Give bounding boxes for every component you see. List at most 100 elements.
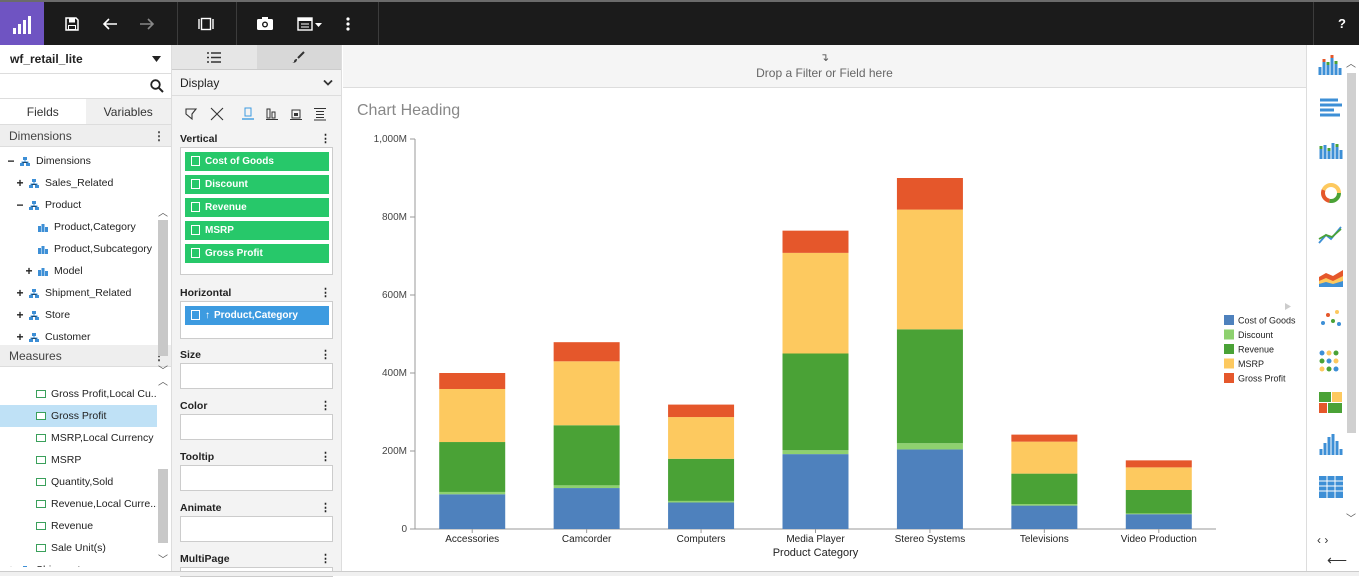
area-chart-icon[interactable]: [1317, 263, 1345, 291]
measure-item[interactable]: Revenue,Local Curre...: [0, 493, 157, 515]
tab-query-icon[interactable]: [172, 45, 257, 69]
tree-node[interactable]: + Store: [15, 304, 70, 326]
dropzone-animate[interactable]: [180, 516, 333, 542]
collapse-icon[interactable]: −: [7, 154, 15, 168]
more-options-icon[interactable]: ⋮: [320, 502, 331, 514]
dropzone-color[interactable]: [180, 414, 333, 440]
bar-segment[interactable]: [896, 329, 963, 444]
bar-segment[interactable]: [1011, 473, 1078, 505]
stack-layout-icon[interactable]: [290, 107, 302, 121]
vertical-dropzone[interactable]: Cost of Goods Discount Revenue MSRP Gross Pr…: [180, 147, 333, 275]
tab-format-brush-icon[interactable]: [256, 45, 341, 69]
tab-variables[interactable]: Variables: [85, 99, 171, 124]
bar-segment[interactable]: [782, 252, 849, 354]
tree-node[interactable]: Product,Category: [24, 216, 136, 238]
redo-icon[interactable]: [130, 2, 164, 45]
bar-segment[interactable]: [1011, 505, 1078, 529]
matrix-chart-icon[interactable]: [1317, 347, 1345, 375]
vertical-field-pill[interactable]: Discount: [185, 175, 329, 194]
preview-icon[interactable]: [189, 2, 223, 45]
bar-segment[interactable]: [1125, 460, 1192, 468]
horizontal-field-pill[interactable]: ↑ Product,Category: [185, 306, 329, 325]
row-layout-icon[interactable]: [314, 107, 326, 121]
bar-segment[interactable]: [896, 449, 963, 529]
dropzone-size[interactable]: [180, 363, 333, 389]
tree-node[interactable]: + Shipment_Related: [15, 282, 131, 304]
tree-node[interactable]: − Dimensions: [6, 150, 90, 172]
help-button[interactable]: ?: [1338, 16, 1346, 31]
dimensions-header[interactable]: Dimensions ⋮: [0, 125, 171, 147]
bar-segment[interactable]: [439, 388, 506, 443]
bar-segment[interactable]: [553, 342, 620, 362]
measure-item[interactable]: Quantity,Sold: [0, 471, 157, 493]
column-layout-icon[interactable]: [266, 107, 278, 121]
tree-node[interactable]: + Sales_Related: [15, 172, 113, 194]
expand-icon[interactable]: +: [16, 176, 24, 190]
filter-dropzone[interactable]: ↴ Drop a Filter or Field here: [343, 45, 1306, 88]
scroll-up-icon[interactable]: ︿: [1346, 59, 1356, 70]
bar-segment[interactable]: [1011, 441, 1078, 474]
layout-menu-icon[interactable]: [290, 2, 330, 45]
expand-icon[interactable]: +: [25, 264, 33, 278]
save-icon[interactable]: [55, 2, 89, 45]
stacked-column-icon[interactable]: [1317, 137, 1345, 165]
more-options-icon[interactable]: ⋮: [320, 451, 331, 463]
vertical-field-pill[interactable]: Revenue: [185, 198, 329, 217]
expand-icon[interactable]: +: [16, 308, 24, 322]
bar-segment[interactable]: [896, 209, 963, 330]
bar-segment[interactable]: [782, 230, 849, 253]
datasource-selector[interactable]: wf_retail_lite: [0, 45, 171, 74]
collapse-arrow-icon[interactable]: ⟵: [1327, 552, 1348, 568]
bar-segment[interactable]: [1125, 490, 1192, 514]
horizontal-dropzone[interactable]: ↑ Product,Category: [180, 301, 333, 339]
bar-segment[interactable]: [439, 373, 506, 389]
dropzone-tooltip[interactable]: [180, 465, 333, 491]
measure-item[interactable]: Sale Unit(s): [0, 537, 157, 559]
bar-segment[interactable]: [668, 458, 735, 501]
line-chart-icon[interactable]: [1317, 221, 1345, 249]
vertical-field-pill[interactable]: Gross Profit: [185, 244, 329, 263]
measure-item[interactable]: Gross Profit,Local Cu...: [0, 383, 157, 405]
app-logo-icon[interactable]: [0, 2, 44, 45]
bar-chart-icon[interactable]: [1317, 95, 1345, 123]
bar-segment[interactable]: [553, 361, 620, 426]
bar-segment[interactable]: [1011, 504, 1078, 506]
more-options-icon[interactable]: ⋮: [153, 128, 165, 143]
scrollbar-thumb[interactable]: [1347, 73, 1356, 433]
more-options-icon[interactable]: ⋮: [320, 553, 331, 565]
measures-header[interactable]: Measures ⋮: [0, 345, 171, 367]
expand-icon[interactable]: +: [16, 330, 24, 342]
dimensions-scrollbar[interactable]: ︿ ﹀: [158, 208, 168, 377]
bar-segment[interactable]: [668, 502, 735, 529]
bar-segment[interactable]: [439, 442, 506, 492]
more-options-icon[interactable]: ⋮: [320, 133, 331, 145]
expand-icon[interactable]: +: [16, 286, 24, 300]
field-search-input[interactable]: [0, 74, 171, 99]
column-chart-icon[interactable]: [1317, 53, 1345, 81]
scroll-down-icon[interactable]: ﹀: [1346, 514, 1356, 525]
tree-node[interactable]: + Customer: [15, 326, 91, 342]
tree-node[interactable]: − Product: [15, 194, 81, 216]
chart-heading[interactable]: Chart Heading: [357, 102, 461, 119]
bar-segment[interactable]: [668, 417, 735, 459]
tree-node-shipments[interactable]: + Shipments: [6, 559, 86, 567]
sort-arrow-icon[interactable]: ↑: [205, 310, 210, 321]
more-options-icon[interactable]: ⋮: [320, 349, 331, 361]
bar-segment[interactable]: [668, 500, 735, 503]
clear-icon[interactable]: [210, 107, 224, 121]
bar-segment[interactable]: [439, 491, 506, 495]
measure-item[interactable]: MSRP: [0, 449, 157, 471]
vertical-field-pill[interactable]: MSRP: [185, 221, 329, 240]
tree-node[interactable]: + Model: [24, 260, 82, 282]
bar-segment[interactable]: [553, 425, 620, 486]
bar-segment[interactable]: [1125, 467, 1192, 490]
bar-segment[interactable]: [553, 488, 620, 529]
bar-segment[interactable]: [782, 454, 849, 529]
table-grid-icon[interactable]: [1317, 473, 1345, 501]
scatter-chart-icon[interactable]: [1317, 305, 1345, 333]
lasso-icon[interactable]: [184, 107, 198, 121]
bar-segment[interactable]: [896, 443, 963, 450]
palette-prev-next[interactable]: ‹ ›: [1317, 533, 1329, 547]
measure-item[interactable]: MSRP,Local Currency: [0, 427, 157, 449]
expand-icon[interactable]: +: [6, 563, 16, 567]
